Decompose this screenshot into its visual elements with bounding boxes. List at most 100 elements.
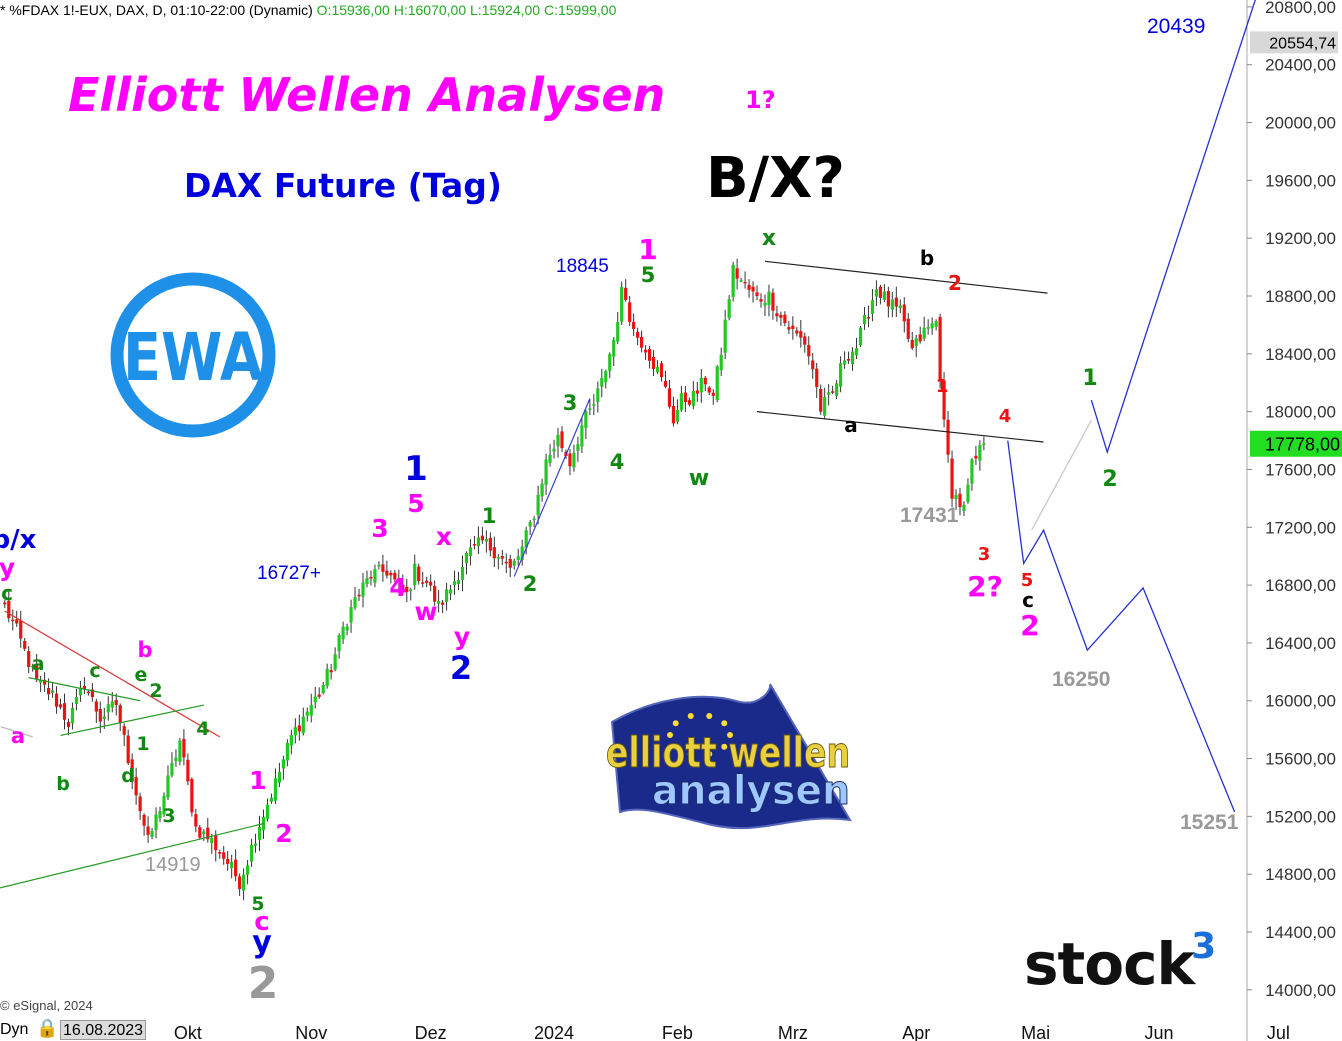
- candle-body: [747, 284, 751, 290]
- start-date-field[interactable]: 16.08.2023: [60, 1020, 146, 1040]
- candle-body: [182, 738, 186, 758]
- candle-body: [245, 865, 250, 875]
- candle-body: [918, 334, 922, 342]
- candle-body: [114, 699, 118, 705]
- wave-label: 2: [275, 819, 292, 848]
- candle-body: [321, 685, 325, 693]
- price-axis: 20800,00 20400,00 20000,00 19600,00 19200,00…: [1246, 0, 1342, 1041]
- y-tick-label: 15200,00: [1265, 807, 1336, 826]
- candle-body: [39, 679, 43, 683]
- candle-body: [90, 689, 94, 698]
- candle-body: [174, 757, 178, 762]
- candle-body: [914, 338, 918, 346]
- candle-body: [560, 431, 564, 449]
- candle-body: [464, 552, 469, 564]
- candle-body: [242, 874, 246, 891]
- chart-subtitle: DAX Future (Tag): [184, 166, 502, 205]
- candle-body: [902, 304, 906, 322]
- wave-label: b: [137, 638, 152, 662]
- candle-body: [866, 317, 871, 319]
- x-tick-label: Apr: [902, 1023, 930, 1041]
- candle-body: [795, 330, 799, 334]
- candle-body: [667, 388, 672, 407]
- candle-body: [504, 561, 508, 564]
- wave3-line: [513, 398, 591, 577]
- x-tick-label: Mai: [1021, 1023, 1050, 1041]
- candle-body: [942, 380, 946, 420]
- candle-body: [835, 383, 839, 396]
- price-level-label: 18845: [556, 256, 609, 277]
- candle-body: [94, 701, 98, 712]
- ewa-logo-text: EWA: [123, 319, 263, 396]
- candle-body: [106, 704, 110, 713]
- candle-body: [7, 600, 11, 619]
- candle-body: [357, 594, 361, 597]
- x-tick-label: Dez: [415, 1023, 447, 1041]
- candle-body: [134, 777, 138, 796]
- candle-body: [269, 797, 274, 802]
- price-level-label: 20439: [1147, 15, 1205, 38]
- candle-body: [345, 626, 349, 631]
- candle-body: [78, 687, 83, 696]
- wave-label: x: [436, 522, 452, 551]
- candle-body: [281, 759, 285, 769]
- candle-body: [31, 665, 35, 668]
- candle-body: [767, 291, 771, 305]
- x-tick-label: Jul: [1267, 1023, 1290, 1041]
- candle-body: [604, 371, 608, 383]
- y-tick-label: 14400,00: [1265, 923, 1336, 942]
- candle-body: [663, 381, 668, 387]
- wave-label: c: [1022, 588, 1034, 612]
- candle-body: [699, 377, 703, 393]
- lock-icon[interactable]: 🔒: [36, 1018, 59, 1038]
- y-tick-label: 20000,00: [1265, 114, 1336, 133]
- candle-body: [655, 366, 660, 373]
- candle-body: [369, 577, 373, 579]
- candle-body: [210, 837, 214, 844]
- candle-body: [791, 325, 795, 329]
- candle-body: [130, 759, 134, 782]
- candle-body: [974, 455, 978, 459]
- candle-body: [349, 606, 353, 623]
- candle-body: [468, 547, 473, 557]
- projection-down-path: [1007, 440, 1236, 813]
- y-tick-label: 17200,00: [1265, 518, 1336, 537]
- candle-body: [715, 366, 719, 401]
- candle-body: [799, 331, 803, 338]
- wave-label: 1: [249, 766, 266, 795]
- candle-body: [640, 336, 644, 348]
- candle-body: [934, 321, 938, 327]
- candle-body: [580, 425, 584, 447]
- candle-body: [82, 685, 86, 690]
- candle-body: [222, 852, 226, 859]
- y-tick-label: 17600,00: [1265, 460, 1336, 479]
- long-green-line: [0, 823, 264, 889]
- upper-channel-line: [764, 260, 1048, 294]
- wave-label: y: [252, 925, 272, 960]
- candle-body: [874, 289, 879, 297]
- price-level-label: 14919: [145, 854, 201, 876]
- candle-body: [337, 635, 341, 652]
- candle-body: [548, 454, 552, 463]
- candle-body: [811, 360, 815, 370]
- wave-label: 1: [936, 376, 949, 397]
- green-triangle-upper: [28, 677, 141, 702]
- candle-body: [452, 581, 457, 586]
- candle-body: [966, 484, 970, 502]
- trend-lines: [0, 0, 1256, 889]
- y-tick-label: 19600,00: [1265, 171, 1336, 190]
- candle-body: [858, 327, 863, 346]
- candle-body: [238, 876, 242, 890]
- wave-label: a: [844, 413, 858, 437]
- candle-body: [632, 321, 636, 329]
- candle-body: [596, 388, 600, 403]
- y-tick-label: 20800,00: [1265, 0, 1336, 17]
- candle-body: [54, 693, 59, 707]
- y-tick-label: 16000,00: [1265, 692, 1336, 711]
- candle-body: [584, 411, 588, 428]
- candle-body: [636, 331, 640, 338]
- candle-body: [643, 349, 648, 353]
